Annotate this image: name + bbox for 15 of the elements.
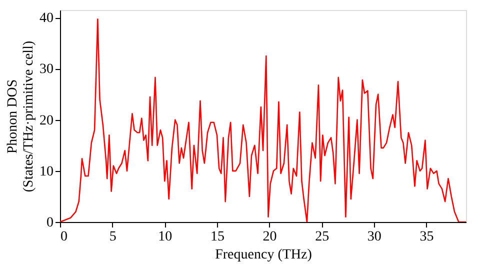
x-tick-label: 25	[315, 230, 330, 244]
x-tick-label: 5	[109, 230, 116, 244]
x-axis-title: Frequency (THz)	[215, 248, 312, 262]
y-tick-label: 10	[40, 164, 54, 180]
x-tick-label: 10	[158, 230, 172, 244]
x-tick-label: 15	[210, 230, 224, 244]
y-tick-label: 20	[40, 113, 54, 128]
x-tick-label: 30	[367, 230, 382, 244]
x-tick-label: 35	[420, 230, 434, 244]
y-tick-label: 0	[46, 216, 54, 230]
y-tick-label: 40	[40, 11, 54, 26]
x-tick-label: 20	[262, 230, 277, 244]
y-tick-label: 30	[40, 62, 54, 78]
y-axis-title: Phonon DOS (States/THz·primitive cell)	[6, 40, 36, 192]
x-tick-label: 0	[60, 230, 68, 244]
